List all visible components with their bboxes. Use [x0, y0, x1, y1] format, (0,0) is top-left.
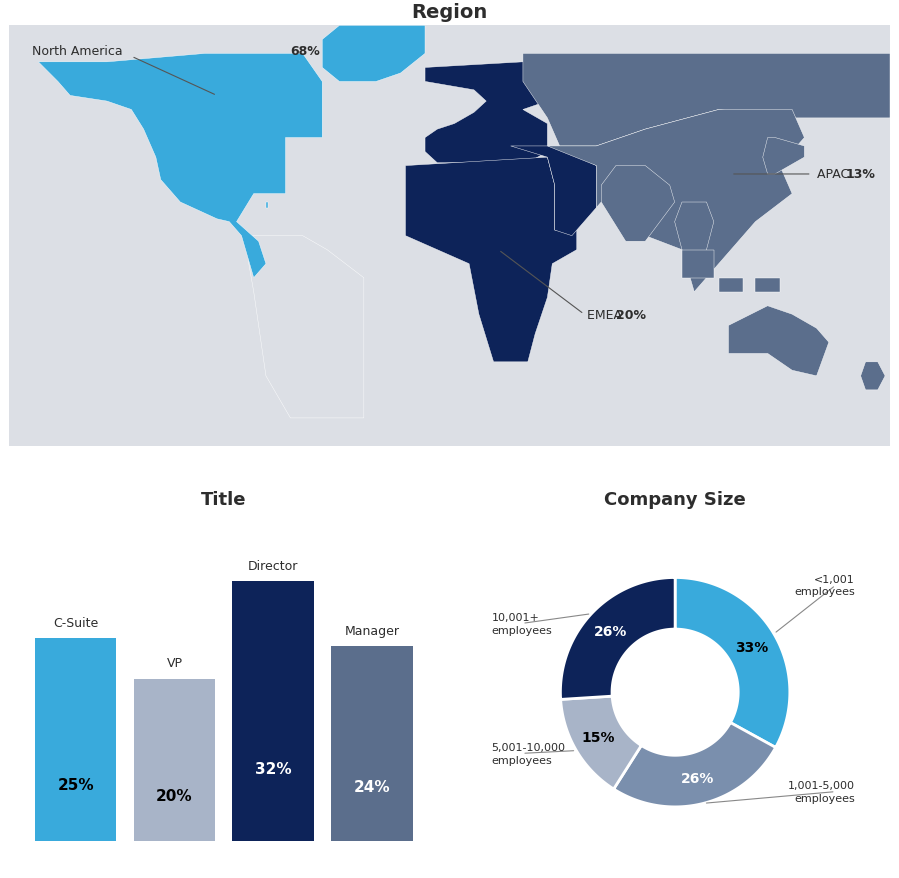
Polygon shape: [511, 147, 596, 236]
Text: C-Suite: C-Suite: [53, 616, 98, 629]
Polygon shape: [682, 250, 714, 278]
Polygon shape: [675, 578, 790, 747]
Text: <1,001
employees: <1,001 employees: [794, 574, 855, 597]
Text: VP: VP: [166, 657, 182, 670]
Text: 32%: 32%: [255, 761, 291, 776]
Text: 5,001-10,000
employees: 5,001-10,000 employees: [492, 742, 565, 765]
Polygon shape: [560, 578, 675, 700]
Polygon shape: [728, 306, 829, 377]
Text: Region: Region: [412, 4, 487, 22]
Polygon shape: [860, 363, 886, 391]
Text: Manager: Manager: [344, 624, 400, 637]
Text: 68%: 68%: [290, 45, 320, 58]
Text: 20%: 20%: [616, 308, 645, 321]
Polygon shape: [561, 696, 641, 789]
Text: 20%: 20%: [156, 788, 192, 803]
Text: 13%: 13%: [846, 169, 876, 181]
Polygon shape: [322, 26, 425, 83]
Polygon shape: [405, 158, 577, 363]
Text: APAC: APAC: [816, 169, 853, 181]
Polygon shape: [547, 111, 805, 292]
Text: 15%: 15%: [582, 730, 615, 745]
Text: 26%: 26%: [593, 624, 627, 638]
Text: 26%: 26%: [681, 772, 714, 786]
Polygon shape: [9, 26, 890, 446]
Polygon shape: [39, 54, 322, 278]
Polygon shape: [266, 203, 269, 208]
Text: 24%: 24%: [354, 780, 390, 795]
Text: 1,001-5,000
employees: 1,001-5,000 employees: [788, 781, 855, 802]
Text: 10,001+
employees: 10,001+ employees: [492, 613, 552, 635]
Polygon shape: [614, 723, 776, 807]
Text: Director: Director: [248, 559, 298, 572]
Polygon shape: [674, 203, 714, 264]
Text: Company Size: Company Size: [604, 490, 746, 508]
Text: 33%: 33%: [735, 640, 769, 654]
Bar: [35, 638, 117, 841]
Polygon shape: [718, 278, 743, 292]
Polygon shape: [762, 139, 805, 175]
Polygon shape: [601, 166, 674, 242]
Text: 25%: 25%: [58, 777, 93, 792]
Polygon shape: [523, 54, 890, 147]
Bar: [233, 581, 314, 841]
Text: EMEA: EMEA: [586, 308, 626, 321]
Polygon shape: [425, 62, 547, 166]
Text: North America: North America: [31, 45, 127, 58]
Bar: [134, 679, 215, 841]
Bar: [332, 646, 413, 841]
Polygon shape: [249, 236, 364, 419]
Polygon shape: [755, 278, 779, 292]
Text: Title: Title: [201, 490, 246, 508]
